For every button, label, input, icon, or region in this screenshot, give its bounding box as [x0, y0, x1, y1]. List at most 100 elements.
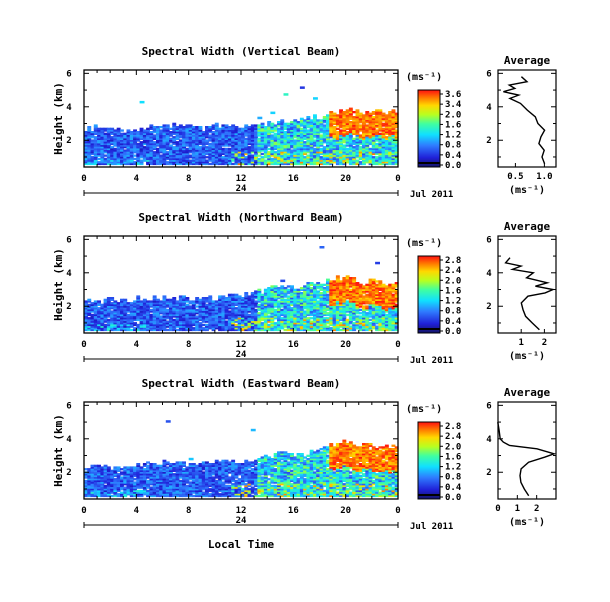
average-x-label: (ms⁻¹) — [509, 185, 545, 196]
x-tick-label: 4 — [134, 174, 140, 184]
heatmap-cell — [378, 109, 382, 111]
average-title: Average — [504, 54, 551, 67]
x-tick-label: 8 — [186, 340, 191, 350]
average-x-tick-label: 1 — [518, 338, 523, 348]
heatmap-cell — [172, 123, 176, 125]
colorbar-tick-label: 1.2 — [445, 131, 461, 141]
colorbar-tick-label: 2.0 — [445, 276, 461, 286]
average-x-tick-label: 0.5 — [507, 172, 523, 182]
average-y-tick-label: 6 — [486, 235, 491, 245]
x-tick-label: 20 — [340, 340, 351, 350]
x-tick-label: 12 — [236, 174, 247, 184]
average-profile: Average 6 4 2 1 2 (ms⁻¹) — [486, 220, 556, 362]
colorbar-tick-label: 3.6 — [445, 90, 461, 100]
heatmap-cell — [166, 124, 170, 126]
x-tick-label: 8 — [186, 174, 191, 184]
heatmap-cell — [290, 285, 294, 287]
average-profile: Average 6 4 2 0.5 1.0 (ms⁻¹) — [486, 54, 556, 196]
colorbar-tick-label: 0.0 — [445, 327, 461, 337]
colorbar-tick-label: 1.6 — [445, 286, 461, 296]
date-day-label: 24 — [236, 184, 247, 194]
heatmap-cell — [87, 299, 91, 301]
date-month-label: Jul 2011 — [410, 356, 453, 366]
heatmap-cell — [257, 117, 262, 120]
heatmap-cell — [349, 108, 353, 110]
panel-title: Spectral Width (Northward Beam) — [138, 211, 343, 224]
panel-title: Spectral Width (Eastward Beam) — [142, 377, 341, 390]
heatmap-cell — [110, 297, 114, 299]
heatmap-cell — [185, 297, 189, 299]
y-tick-label: 4 — [66, 103, 72, 113]
heatmap-cell — [87, 126, 91, 128]
date-day-label: 24 — [236, 350, 247, 360]
x-tick-label: 0 — [81, 174, 86, 184]
heatmap-cell — [375, 262, 380, 265]
colorbar-tick-label: 0.4 — [445, 151, 462, 161]
heatmap-cell — [280, 280, 285, 283]
heatmap-cell — [199, 126, 203, 128]
heatmap-cell — [284, 93, 289, 96]
y-tick-label: 4 — [66, 269, 72, 279]
y-tick-label: 2 — [66, 302, 71, 312]
heatmap-cell — [306, 116, 310, 118]
colorbar-tick-label: 1.6 — [445, 120, 461, 130]
x-tick-label: 20 — [340, 174, 351, 184]
heatmap-cells — [84, 420, 399, 497]
heatmap-cell — [392, 109, 396, 111]
x-tick-label: 16 — [288, 174, 299, 184]
average-title: Average — [504, 220, 551, 233]
heatmap-cell — [163, 295, 167, 297]
heatmap-cell — [172, 297, 176, 299]
heatmap-cell — [94, 124, 98, 126]
colorbar: (ms⁻¹)2.82.42.01.61.20.80.40.0 — [406, 238, 462, 337]
average-y-tick-label: 2 — [486, 136, 491, 146]
heatmap-cell — [336, 275, 340, 277]
average-profile-line — [506, 258, 553, 330]
average-y-tick-label: 2 — [486, 302, 491, 312]
colorbar-tick-label: 0.0 — [445, 161, 461, 171]
colorbar: (ms⁻¹)3.63.42.01.61.20.80.40.0 — [406, 72, 462, 171]
heatmap-cell — [153, 295, 157, 297]
average-y-tick-label: 4 — [486, 103, 492, 113]
heatmap-cells — [84, 86, 399, 165]
heatmap-cell — [378, 280, 382, 282]
heatmap-cell — [107, 466, 111, 468]
heatmap-cell — [244, 292, 248, 294]
colorbar-tick-label: 2.4 — [445, 266, 462, 276]
y-axis-label: Height (km) — [52, 82, 65, 155]
colorbar-tick-label: 2.8 — [445, 256, 461, 266]
colorbar-tick-label: 1.2 — [445, 297, 461, 307]
colorbar-gradient — [418, 256, 440, 333]
heatmap-cell — [352, 277, 356, 279]
average-x-tick-label: 2 — [542, 338, 547, 348]
x-tick-label: 0 — [81, 340, 86, 350]
heatmap-cell — [280, 119, 284, 121]
average-frame — [498, 70, 556, 167]
y-tick-label: 6 — [66, 235, 71, 245]
y-axis-label: Height (km) — [52, 248, 65, 321]
heatmap-cell — [313, 114, 317, 116]
colorbar-tick-label: 0.8 — [445, 141, 461, 151]
heatmap-cell — [300, 86, 305, 89]
average-y-tick-label: 6 — [486, 69, 491, 79]
colorbar-unit: (ms⁻¹) — [406, 72, 442, 83]
heatmap-cells — [84, 246, 399, 331]
x-tick-label: 12 — [236, 340, 247, 350]
heatmap-cell — [313, 97, 318, 100]
average-x-label: (ms⁻¹) — [509, 351, 545, 362]
colorbar-gradient — [418, 90, 440, 167]
average-y-tick-label: 4 — [486, 269, 492, 279]
x-tick-label: 16 — [288, 340, 299, 350]
heatmap-cell — [356, 109, 360, 111]
x-tick-label: 0 — [395, 174, 400, 184]
average-x-tick-label: 1.0 — [536, 172, 552, 182]
heatmap-cell — [320, 246, 325, 249]
heatmap-cell — [136, 295, 140, 297]
x-tick-label: 4 — [134, 340, 140, 350]
heatmap-cell — [261, 123, 265, 125]
heatmap-cell — [97, 300, 101, 302]
